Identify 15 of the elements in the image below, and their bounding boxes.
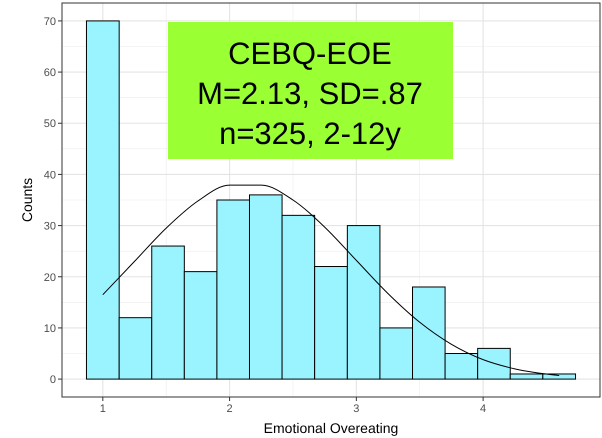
annotation: CEBQ-EOE M=2.13, SD=.87 n=325, 2-12y [197, 36, 423, 151]
y-tick-label: 40 [44, 169, 56, 182]
x-axis-title: Emotional Overeating [264, 420, 398, 436]
x-tick-label: 4 [480, 403, 486, 415]
y-tick-label: 20 [44, 272, 56, 284]
y-tick-label: 50 [44, 118, 56, 130]
y-tick-label: 0 [50, 374, 56, 386]
x-tick-label: 3 [353, 403, 360, 415]
y-tick-label: 10 [44, 322, 56, 335]
y-axis-title: Counts [19, 178, 35, 222]
x-tick-label: 1 [100, 403, 106, 415]
x-tick-label: 2 [226, 403, 233, 415]
y-tick-label: 60 [44, 67, 56, 80]
y-tick-label: 30 [44, 220, 56, 233]
y-tick-label: 70 [44, 16, 56, 28]
